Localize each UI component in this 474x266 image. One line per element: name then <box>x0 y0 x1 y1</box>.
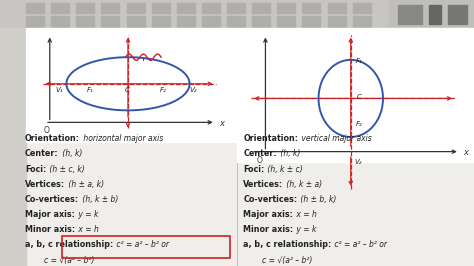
Text: c = √(a² – b²): c = √(a² – b²) <box>243 256 312 265</box>
Text: Vertices:: Vertices: <box>25 180 65 189</box>
Bar <box>202 3 220 13</box>
Text: a, b, c relationship:: a, b, c relationship: <box>243 240 331 250</box>
Text: V₂: V₂ <box>190 87 197 93</box>
Bar <box>177 16 195 27</box>
Bar <box>101 3 119 13</box>
Text: Foci:: Foci: <box>243 165 264 174</box>
Text: (h ± a, k): (h ± a, k) <box>66 180 104 189</box>
Text: Co-vertices:: Co-vertices: <box>25 195 79 204</box>
Bar <box>252 3 270 13</box>
Text: Orientation:: Orientation: <box>243 134 298 143</box>
Text: a, b, c relationship:: a, b, c relationship: <box>25 240 113 250</box>
Text: V₂: V₂ <box>355 159 362 165</box>
Bar <box>277 16 295 27</box>
Text: x: x <box>219 119 224 128</box>
Text: c² = a² – b² or: c² = a² – b² or <box>114 240 169 250</box>
Text: F₂: F₂ <box>356 121 362 127</box>
Text: V₁: V₁ <box>55 87 63 93</box>
Bar <box>302 3 320 13</box>
Bar <box>0 28 26 266</box>
Bar <box>353 16 371 27</box>
Text: F₂: F₂ <box>160 87 167 93</box>
Bar <box>51 16 69 27</box>
Bar <box>76 16 94 27</box>
Bar <box>26 28 237 142</box>
Text: O: O <box>44 126 49 135</box>
Text: x: x <box>463 148 468 157</box>
Text: Co-vertices:: Co-vertices: <box>243 195 297 204</box>
Bar <box>127 3 145 13</box>
Text: (h, k): (h, k) <box>60 149 82 159</box>
Text: vertical major axis: vertical major axis <box>299 134 372 143</box>
Text: Minor axis:: Minor axis: <box>25 225 75 234</box>
Bar <box>398 5 422 24</box>
Bar <box>152 16 170 27</box>
Text: (h ± c, k): (h ± c, k) <box>47 165 85 174</box>
Text: horizontal major axis: horizontal major axis <box>81 134 164 143</box>
Bar <box>237 28 474 162</box>
Bar <box>227 3 245 13</box>
Text: y = k: y = k <box>294 225 317 234</box>
Text: O: O <box>257 156 263 165</box>
Bar <box>127 16 145 27</box>
Text: c² = a² – b² or: c² = a² – b² or <box>332 240 387 250</box>
Text: (h ± b, k): (h ± b, k) <box>298 195 337 204</box>
Text: Vertices:: Vertices: <box>243 180 283 189</box>
Text: Major axis:: Major axis: <box>243 210 293 219</box>
Text: Foci:: Foci: <box>25 165 46 174</box>
Bar <box>0 0 474 28</box>
Text: Center:: Center: <box>243 149 277 159</box>
Bar <box>448 5 467 24</box>
Bar <box>76 3 94 13</box>
Text: C: C <box>356 94 361 100</box>
Text: y = k: y = k <box>76 210 98 219</box>
Text: Orientation:: Orientation: <box>25 134 80 143</box>
Text: Center:: Center: <box>25 149 59 159</box>
Bar <box>227 16 245 27</box>
Bar <box>328 3 346 13</box>
Bar <box>252 16 270 27</box>
Bar <box>328 16 346 27</box>
Text: (h, k): (h, k) <box>278 149 300 159</box>
Text: F₁: F₁ <box>87 87 93 93</box>
Text: (h, k ± c): (h, k ± c) <box>265 165 303 174</box>
Text: c = √(a² – b²): c = √(a² – b²) <box>25 256 94 265</box>
Bar <box>353 3 371 13</box>
Bar <box>389 0 474 28</box>
Text: C: C <box>125 87 129 93</box>
Bar <box>429 5 441 24</box>
Text: x = h: x = h <box>294 210 317 219</box>
Bar <box>26 3 44 13</box>
Bar <box>277 3 295 13</box>
Bar <box>152 3 170 13</box>
Bar <box>101 16 119 27</box>
Text: (h, k ± a): (h, k ± a) <box>284 180 322 189</box>
Text: (h, k ± b): (h, k ± b) <box>80 195 118 204</box>
Text: F₁: F₁ <box>356 58 362 64</box>
Bar <box>51 3 69 13</box>
Text: Minor axis:: Minor axis: <box>243 225 293 234</box>
Bar <box>26 16 44 27</box>
Bar <box>302 16 320 27</box>
Bar <box>202 16 220 27</box>
Bar <box>177 3 195 13</box>
Text: x = h: x = h <box>76 225 99 234</box>
Text: Major axis:: Major axis: <box>25 210 75 219</box>
